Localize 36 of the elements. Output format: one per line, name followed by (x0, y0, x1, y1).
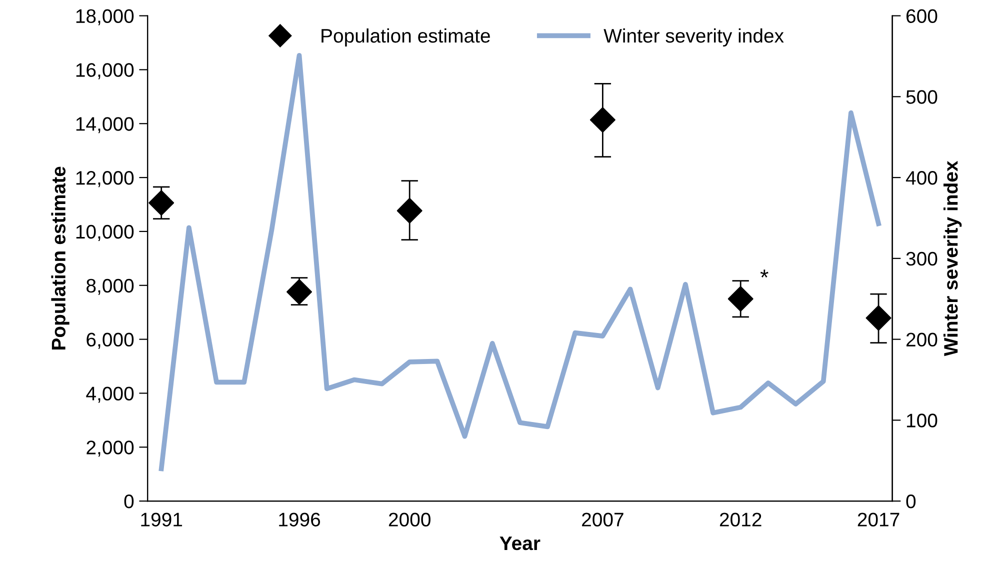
point (866, 305, 892, 331)
y-tick-label: 0 (124, 494, 134, 508)
y2-tick-label: 400 (906, 171, 938, 185)
x-tick-label: 2012 (720, 512, 762, 526)
point (590, 107, 616, 133)
line-series (158, 52, 881, 472)
y2-tick-label: 300 (906, 252, 938, 266)
y2-tick-label: 500 (906, 90, 938, 104)
x-tick-label: 1991 (141, 512, 182, 526)
x-tick-label: 2000 (388, 512, 430, 526)
y-tick-label: 16,000 (76, 63, 134, 80)
y-tick-label: 6,000 (86, 332, 134, 349)
point (396, 198, 422, 224)
x-axis-title: Year (500, 536, 540, 550)
x-tick-label: 1996 (279, 512, 320, 526)
y-tick-label: 14,000 (76, 117, 134, 134)
legend-label: Winter severity index (604, 28, 784, 47)
y-tick-label: 10,000 (76, 224, 134, 241)
y2-tick-label: 600 (906, 9, 938, 24)
x-tick-label: 2007 (582, 512, 624, 526)
y-tick-label: 12,000 (76, 171, 134, 188)
y2-axis-title: Winter severity index (944, 160, 962, 356)
y-tick-label: 18,000 (76, 9, 134, 26)
y2-tick-label: 0 (906, 494, 916, 508)
y-tick-label: 2,000 (86, 440, 134, 457)
point (728, 286, 754, 312)
y-tick-label: 4,000 (86, 386, 134, 403)
y-axis-title: Population estimate (51, 166, 70, 350)
point (286, 279, 312, 305)
y-tick-label: 8,000 (86, 278, 134, 295)
y2-tick-label: 200 (906, 332, 938, 347)
x-tick-label: 2017 (858, 512, 900, 526)
point (148, 190, 174, 216)
y2-tick-label: 100 (906, 414, 938, 428)
legend-label: Population estimate (322, 28, 490, 47)
annotation: * (760, 270, 768, 278)
